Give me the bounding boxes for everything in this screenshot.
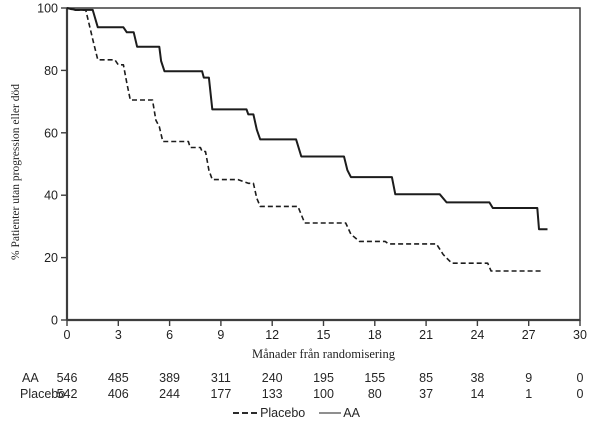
risk-count-placebo-18: 80 xyxy=(367,387,382,401)
risk-count-placebo-15: 100 xyxy=(313,387,334,401)
y-tick-label: 0 xyxy=(51,314,58,328)
x-tick-label: 15 xyxy=(317,328,331,340)
risk-count-aa-21: 85 xyxy=(419,371,434,385)
risk-count-aa-6: 389 xyxy=(159,371,181,385)
risk-count-aa-9: 311 xyxy=(210,371,231,385)
x-tick-label: 6 xyxy=(166,328,173,340)
x-axis-title: Månader från randomisering xyxy=(252,347,395,361)
risk-row-label-aa: AA xyxy=(22,371,39,385)
plot-border xyxy=(66,7,581,321)
risk-count-aa-0: 546 xyxy=(56,371,78,385)
legend-label-placebo: Placebo xyxy=(260,406,306,420)
legend-label-aa: AA xyxy=(343,406,360,420)
risk-count-aa-30: 0 xyxy=(576,371,584,385)
x-tick-label: 18 xyxy=(368,328,382,340)
legend-solid-line-icon xyxy=(319,412,342,414)
risk-count-placebo-21: 37 xyxy=(419,387,434,401)
curve-aa xyxy=(66,7,548,231)
risk-count-aa-12: 240 xyxy=(261,371,283,385)
risk-count-placebo-12: 133 xyxy=(261,387,283,401)
x-tick-label: 3 xyxy=(115,328,122,340)
x-tick-label: 9 xyxy=(217,328,224,340)
y-tick-label: 100 xyxy=(37,2,58,16)
y-tick-label: 80 xyxy=(44,64,58,78)
risk-count-aa-15: 195 xyxy=(313,371,334,385)
risk-count-aa-27: 9 xyxy=(525,371,533,385)
legend: Placebo AA xyxy=(40,403,553,423)
x-tick-label: 30 xyxy=(573,328,587,340)
x-tick-label: 24 xyxy=(470,328,484,340)
risk-count-placebo-3: 406 xyxy=(107,387,129,401)
risk-count-placebo-9: 177 xyxy=(210,387,232,401)
risk-count-aa-18: 155 xyxy=(364,371,386,385)
y-tick-label: 60 xyxy=(44,126,58,140)
km-plot-area: 0 3 6 9 12 15 18 21 24 27 30 0 20 40 60 80 100 xyxy=(37,2,587,341)
risk-count-placebo-27: 1 xyxy=(525,387,533,401)
risk-count-placebo-30: 0 xyxy=(576,387,584,401)
x-tick-label: 27 xyxy=(522,328,536,340)
risk-count-placebo-6: 244 xyxy=(159,387,181,401)
risk-count-placebo-0: 542 xyxy=(56,387,78,401)
y-tick-label: 40 xyxy=(44,189,58,203)
risk-count-aa-24: 38 xyxy=(470,371,485,385)
curve-placebo xyxy=(66,7,541,272)
x-tick-label: 21 xyxy=(419,328,433,340)
x-tick-label: 12 xyxy=(265,328,279,340)
legend-dashed-line-icon xyxy=(233,412,258,414)
y-tick-label: 20 xyxy=(44,251,58,265)
risk-row-label-placebo: Placebo xyxy=(20,387,66,401)
x-tick-label: 0 xyxy=(64,328,71,340)
risk-count-aa-3: 485 xyxy=(107,371,129,385)
risk-count-placebo-24: 14 xyxy=(470,387,485,401)
